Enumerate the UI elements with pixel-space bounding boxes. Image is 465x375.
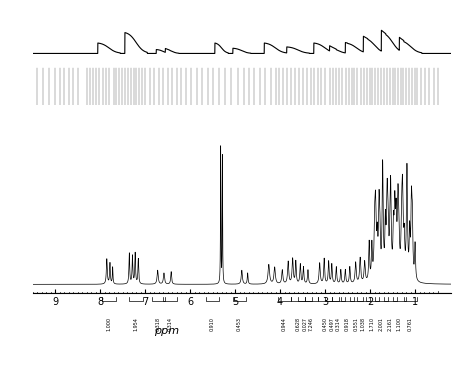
Text: 0.453: 0.453 — [237, 317, 242, 331]
Text: 0.944: 0.944 — [282, 317, 287, 331]
Text: 0.497: 0.497 — [329, 317, 334, 331]
Text: ppm: ppm — [154, 326, 179, 336]
Text: 2.001: 2.001 — [379, 317, 384, 331]
Text: 0.314: 0.314 — [167, 317, 173, 331]
Text: 0.450: 0.450 — [323, 317, 327, 331]
Text: 1.100: 1.100 — [397, 317, 402, 331]
Text: 0.318: 0.318 — [156, 317, 161, 331]
Text: 1.710: 1.710 — [370, 317, 375, 331]
Text: 2.161: 2.161 — [388, 317, 393, 331]
Text: 1.038: 1.038 — [361, 317, 366, 331]
Text: 0.551: 0.551 — [354, 317, 359, 331]
Text: 0.628: 0.628 — [296, 317, 300, 331]
Text: 0.314: 0.314 — [336, 317, 341, 331]
Text: 1.000: 1.000 — [106, 317, 112, 331]
Text: 0.910: 0.910 — [210, 317, 215, 331]
Text: 0.918: 0.918 — [345, 317, 350, 331]
Text: 0.761: 0.761 — [408, 317, 413, 331]
Text: 7.246: 7.246 — [309, 317, 314, 331]
Text: 0.027: 0.027 — [302, 317, 307, 331]
Text: 1.954: 1.954 — [133, 317, 139, 331]
